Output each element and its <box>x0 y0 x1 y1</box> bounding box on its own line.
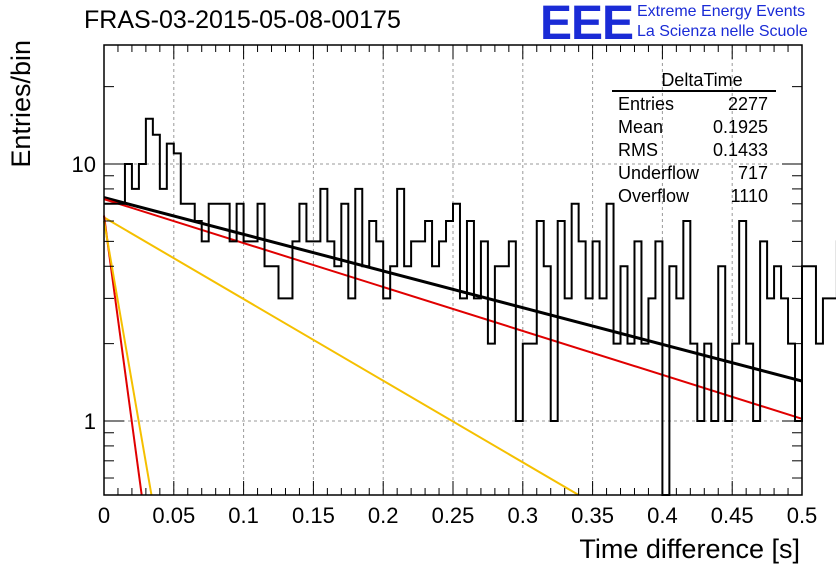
x-tick-label: 0.3 <box>508 503 539 528</box>
grid-lines <box>104 45 802 495</box>
stats-value: 0.1925 <box>712 117 768 137</box>
stats-row-rms: RMS 0.1433 <box>612 139 774 162</box>
x-tick-label: 0.2 <box>368 503 399 528</box>
y-tick-label: 1 <box>84 409 96 434</box>
fit-line <box>103 216 580 496</box>
y-axis-label: Entries/bin <box>6 40 36 168</box>
x-tick-label: 0 <box>98 503 110 528</box>
stats-row-entries: Entries 2277 <box>612 93 774 116</box>
eee-logo: EEE <box>540 0 634 50</box>
fit-line <box>103 220 153 496</box>
stats-row-underflow: Underflow 717 <box>612 162 774 185</box>
x-tick-label: 0.1 <box>228 503 259 528</box>
stats-label: Entries <box>618 94 675 114</box>
stats-row-overflow: Overflow 1110 <box>612 185 774 208</box>
axes: 0 0.05 0.1 0.15 0.2 0.25 0.3 0.35 0.4 0.45 0.5 1 10 <box>72 44 818 528</box>
x-tick-label: 0.25 <box>432 503 475 528</box>
stats-label: Mean <box>618 117 664 137</box>
stats-box: DeltaTime Entries 2277 Mean 0.1925 RMS 0… <box>612 70 776 208</box>
stats-title: DeltaTime <box>661 70 743 90</box>
stats-value: 0.1433 <box>712 140 768 160</box>
fit-line <box>103 198 803 420</box>
fit-line <box>103 196 803 383</box>
stats-divider <box>612 90 776 92</box>
stats-label: Underflow <box>618 163 700 183</box>
x-tick-label: 0.4 <box>647 503 678 528</box>
chart-title: FRAS-03-2015-05-08-00175 <box>84 6 401 34</box>
x-tick-label: 0.05 <box>152 503 195 528</box>
stats-row-mean: Mean 0.1925 <box>612 116 774 139</box>
y-tick-label: 10 <box>72 152 96 177</box>
x-tick-label: 0.15 <box>292 503 335 528</box>
x-tick-label: 0.35 <box>571 503 614 528</box>
stats-label: Overflow <box>618 186 690 206</box>
histogram-outline <box>104 117 836 496</box>
histogram-bars <box>104 117 836 496</box>
x-tick-label: 0.5 <box>787 503 818 528</box>
x-tick-label: 0.45 <box>711 503 754 528</box>
logo-caption-line1: Extreme Energy Events <box>637 3 806 20</box>
stats-value: 1110 <box>730 186 768 206</box>
fit-curves <box>103 196 803 496</box>
logo-caption-line2: La Scienza nelle Scuole <box>637 23 808 40</box>
stats-value: 2277 <box>727 94 768 114</box>
stats-value: 717 <box>737 163 768 183</box>
x-axis-label: Time difference [s] <box>579 534 800 564</box>
stats-label: RMS <box>618 140 658 160</box>
